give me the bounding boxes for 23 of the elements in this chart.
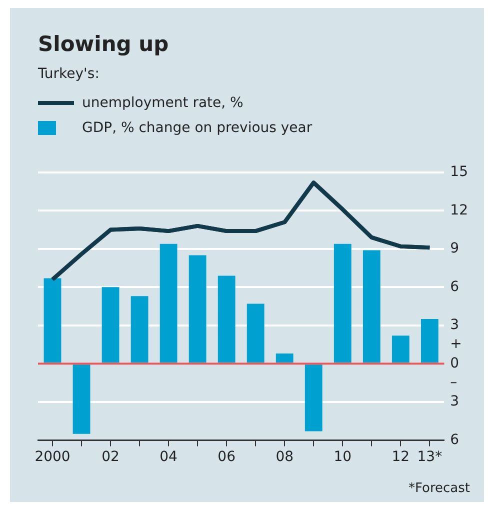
x-tick-label: 04: [160, 449, 178, 466]
y-tick-label: 9: [450, 240, 460, 257]
x-tick-label: 08: [276, 449, 294, 466]
legend-label: GDP, % change on previous year: [82, 120, 312, 136]
y-tick-label: 12: [450, 202, 468, 218]
legend-label: unemployment rate, %: [82, 94, 244, 110]
chart-title: Slowing up: [38, 32, 169, 56]
x-tick-label: 02: [102, 449, 120, 466]
y-tick-label: 15: [450, 164, 468, 180]
y-tick-label: 6: [450, 432, 460, 448]
y-tick-label: 3: [450, 317, 460, 334]
x-tick-label: 2000: [34, 449, 70, 466]
y-tick-label: +: [450, 336, 462, 352]
text: *Forecast: [408, 481, 470, 496]
y-tick-label: –: [450, 374, 458, 390]
x-tick-label: 10: [334, 449, 352, 466]
chart-subtitle: Turkey's:: [38, 66, 100, 82]
y-tick-label: 3: [450, 394, 460, 410]
y-tick-label: 0: [450, 355, 460, 372]
x-tick-label: 06: [218, 449, 236, 466]
x-tick-label: 12: [392, 449, 410, 466]
x-tick-label: 13*: [417, 449, 442, 466]
y-tick-label: 6: [450, 278, 460, 295]
